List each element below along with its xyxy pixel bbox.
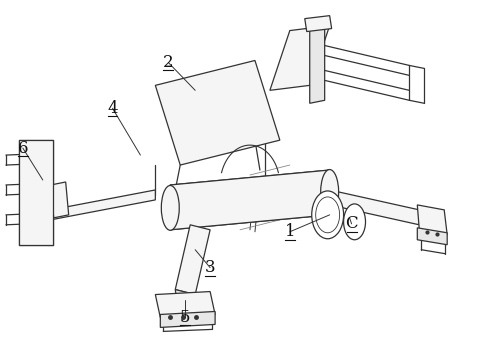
Polygon shape xyxy=(160,311,215,327)
Polygon shape xyxy=(330,190,419,225)
Polygon shape xyxy=(51,190,156,220)
Polygon shape xyxy=(305,16,332,32)
Polygon shape xyxy=(19,140,53,245)
Text: 4: 4 xyxy=(107,100,118,117)
Polygon shape xyxy=(46,198,51,220)
Ellipse shape xyxy=(161,185,179,230)
Polygon shape xyxy=(175,290,198,315)
Polygon shape xyxy=(270,26,330,90)
Polygon shape xyxy=(156,291,215,317)
Text: 1: 1 xyxy=(284,223,295,240)
Ellipse shape xyxy=(343,204,366,240)
Ellipse shape xyxy=(312,191,343,239)
Text: 2: 2 xyxy=(163,54,173,71)
Text: C: C xyxy=(345,215,358,232)
Polygon shape xyxy=(51,182,69,218)
Text: 6: 6 xyxy=(17,140,28,157)
Polygon shape xyxy=(156,60,280,165)
Polygon shape xyxy=(170,170,330,230)
Polygon shape xyxy=(175,225,210,295)
Text: 3: 3 xyxy=(205,259,215,276)
Polygon shape xyxy=(417,228,447,245)
Text: 5: 5 xyxy=(180,309,190,326)
Polygon shape xyxy=(417,205,447,235)
Polygon shape xyxy=(310,23,325,103)
Ellipse shape xyxy=(321,170,339,214)
